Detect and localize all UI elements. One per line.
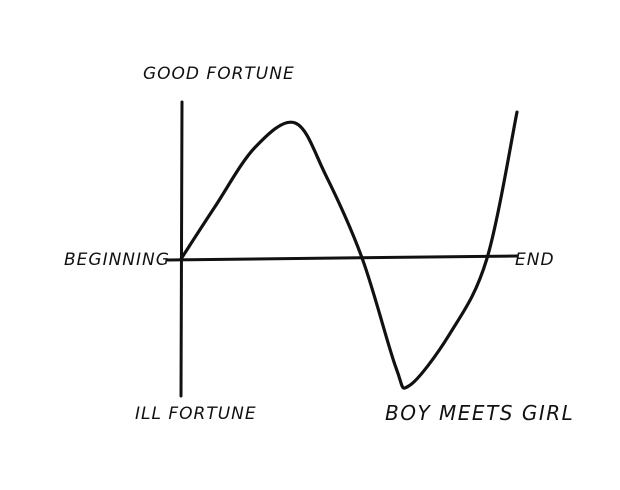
x-axis-line — [165, 254, 519, 262]
x-axis-left-label: BEGINNING — [64, 250, 170, 270]
y-axis-bottom-label: ILL FORTUNE — [135, 404, 257, 424]
y-axis-line — [179, 100, 184, 398]
y-axis-top-label: GOOD FORTUNE — [143, 64, 295, 84]
x-axis-right-label: END — [515, 250, 555, 270]
fortune-curve-line — [179, 110, 519, 390]
curve-caption-label: BOY MEETS GIRL — [385, 401, 574, 425]
chart-marks — [179, 110, 519, 390]
